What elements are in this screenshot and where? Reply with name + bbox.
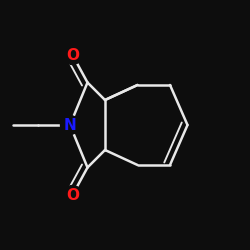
Circle shape <box>60 116 80 134</box>
Circle shape <box>63 46 82 64</box>
Text: O: O <box>66 188 79 202</box>
Text: N: N <box>64 118 76 132</box>
Circle shape <box>63 186 82 204</box>
Text: O: O <box>66 48 79 62</box>
